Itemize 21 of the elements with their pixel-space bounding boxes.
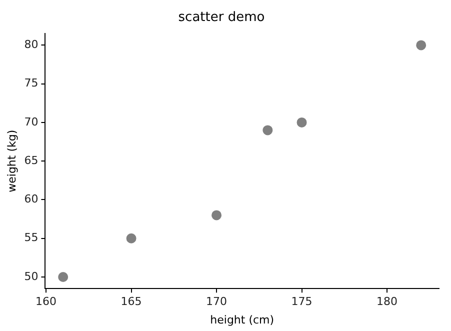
x-tick-label: 170 <box>206 295 228 308</box>
point <box>58 272 68 282</box>
y-tick-label: 65 <box>24 154 38 167</box>
y-tick-label: 60 <box>24 192 38 206</box>
y-axis-title: weight (kg) <box>5 130 18 192</box>
point <box>212 210 222 220</box>
point <box>416 40 426 50</box>
y-tick-label: 70 <box>24 115 38 128</box>
x-tick-label: 160 <box>36 295 57 308</box>
point <box>126 233 136 244</box>
x-tick-label: 175 <box>291 295 312 308</box>
chart-title: scatter demo <box>178 10 265 26</box>
x-tick-label: 180 <box>376 295 398 308</box>
x-tick-label: 165 <box>120 295 142 308</box>
x-axis-title: height (cm) <box>210 313 274 326</box>
y-tick-label: 50 <box>24 270 38 283</box>
y-tick-label: 55 <box>24 231 38 244</box>
y-tick-label: 75 <box>24 76 38 90</box>
point <box>296 117 307 128</box>
point <box>262 125 273 136</box>
y-tick-label: 80 <box>24 38 38 52</box>
